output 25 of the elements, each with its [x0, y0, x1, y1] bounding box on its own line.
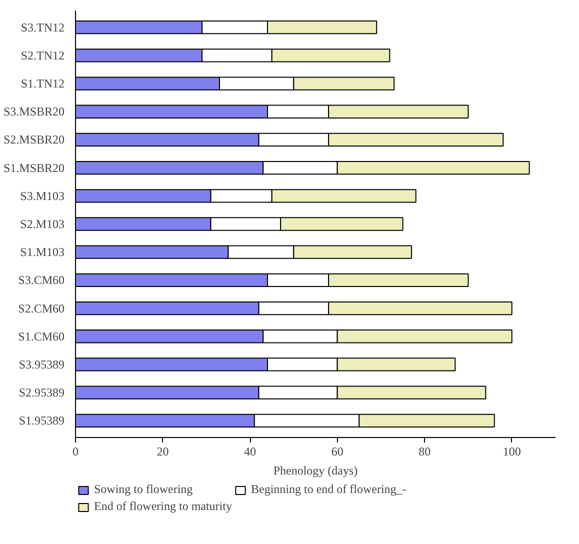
y-tick-label: S1.M103	[20, 245, 64, 260]
x-tick-label: 100	[502, 444, 521, 458]
x-axis-title: Phenology (days)	[273, 464, 358, 478]
x-tick-label: 40	[244, 444, 256, 458]
y-tick-label: S2.MSBR20	[3, 132, 65, 147]
x-tick-label: 20	[156, 444, 169, 458]
y-tick-label: S2.95389	[18, 386, 65, 400]
legend-label: End of flowering to maturity	[94, 499, 232, 514]
y-tick-label: S1.95389	[18, 414, 65, 428]
legend-label: Sowing to flowering	[94, 482, 193, 497]
x-tick-label: 0	[72, 444, 78, 458]
y-tick-label: S2.TN12	[20, 48, 64, 62]
x-tick-label: 60	[331, 444, 344, 458]
legend-label: Beginning to end of flowering_-	[250, 482, 406, 497]
y-tick-label: S2.M103	[20, 217, 64, 231]
y-tick-label: S3.MSBR20	[3, 104, 65, 119]
y-tick-label: S3.M103	[20, 188, 64, 203]
y-tick-label: S3.95389	[18, 357, 65, 372]
y-tick-label: S3.CM60	[18, 273, 65, 288]
y-tick-label: S1.MSBR20	[3, 160, 65, 175]
y-tick-label: S1.TN12	[20, 76, 64, 91]
x-tick-label: 80	[418, 444, 431, 458]
y-tick-label: S3.TN12	[20, 20, 64, 34]
y-tick-label: S2.CM60	[18, 301, 65, 316]
y-tick-label: S1.CM60	[18, 329, 65, 344]
